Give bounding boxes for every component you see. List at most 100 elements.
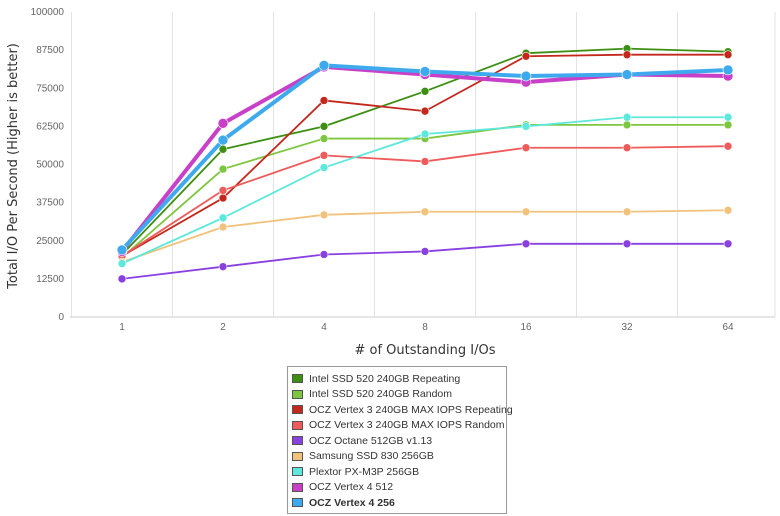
data-point[interactable] <box>420 207 430 217</box>
legend-item[interactable]: OCZ Octane 512GB v1.13 <box>292 433 506 449</box>
data-point[interactable] <box>218 262 228 271</box>
data-point[interactable] <box>621 69 633 80</box>
legend-swatch <box>292 389 303 399</box>
legend-label: OCZ Octane 512GB v1.13 <box>309 434 433 447</box>
data-point[interactable] <box>319 96 329 105</box>
legend-item[interactable]: Intel SSD 520 240GB Repeating <box>292 371 506 387</box>
data-point[interactable] <box>521 51 531 61</box>
data-point[interactable] <box>622 143 632 153</box>
data-point[interactable] <box>420 106 430 116</box>
series-5 <box>117 239 733 284</box>
data-point[interactable] <box>723 50 733 60</box>
legend-label: Intel SSD 520 240GB Repeating <box>309 372 461 385</box>
y-tick-label: 62500 <box>36 121 64 132</box>
y-tick-label: 25000 <box>36 236 64 247</box>
x-tick-label: 16 <box>520 322 532 333</box>
gridlines <box>70 12 776 318</box>
series-9 <box>116 60 734 256</box>
legend-label: Plextor PX-M3P 256GB <box>309 465 420 478</box>
legend-item[interactable]: OCZ Vertex 4 512 <box>292 480 506 496</box>
data-point[interactable] <box>318 60 330 71</box>
y-tick-label: 50000 <box>36 160 64 171</box>
data-point[interactable] <box>218 144 228 154</box>
legend-item[interactable]: OCZ Vertex 3 240GB MAX IOPS Repeating <box>292 402 513 418</box>
data-point[interactable] <box>521 122 531 131</box>
data-point[interactable] <box>218 213 228 223</box>
legend-item[interactable]: Plextor PX-M3P 256GB <box>292 464 506 480</box>
data-point[interactable] <box>217 134 229 146</box>
data-point[interactable] <box>217 118 229 129</box>
data-point[interactable] <box>218 186 228 195</box>
legend-label: OCZ Vertex 3 240GB MAX IOPS Repeating <box>309 403 513 416</box>
legend-label: OCZ Vertex 3 240GB MAX IOPS Random <box>309 419 505 432</box>
data-point[interactable] <box>319 250 329 259</box>
data-point[interactable] <box>723 205 733 215</box>
legend-swatch <box>292 374 303 384</box>
x-axis-label: # of Outstanding I/Os <box>354 343 495 358</box>
data-point[interactable] <box>420 157 430 166</box>
data-point[interactable] <box>521 239 531 249</box>
y-tick-label: 87500 <box>36 45 64 56</box>
data-point[interactable] <box>622 239 632 249</box>
legend-label: OCZ Vertex 4 512 <box>309 481 394 494</box>
legend-label: Samsung SSD 830 256GB <box>309 450 434 463</box>
data-point[interactable] <box>420 129 430 139</box>
data-point[interactable] <box>218 193 228 203</box>
y-tick-label: 12500 <box>36 274 64 285</box>
series-6 <box>117 205 733 267</box>
data-point[interactable] <box>723 239 733 249</box>
data-point[interactable] <box>420 87 430 96</box>
legend-label: OCZ Vertex 4 256 <box>309 496 395 509</box>
data-point[interactable] <box>520 70 532 82</box>
data-point[interactable] <box>723 120 733 130</box>
series-lines <box>116 44 734 284</box>
data-point[interactable] <box>319 134 329 143</box>
data-point[interactable] <box>622 112 632 122</box>
data-point[interactable] <box>420 247 430 256</box>
data-point[interactable] <box>622 50 632 60</box>
legend-swatch <box>292 451 303 461</box>
data-point[interactable] <box>622 120 632 130</box>
data-point[interactable] <box>622 207 632 217</box>
legend-label: Intel SSD 520 240GB Random <box>309 388 453 401</box>
data-point[interactable] <box>722 64 734 76</box>
x-tick-label: 1 <box>119 322 125 333</box>
x-axis-ticks: 1 2 4 8 16 32 64 <box>119 322 734 333</box>
y-tick-label: 37500 <box>36 198 64 209</box>
data-point[interactable] <box>116 244 128 256</box>
data-point[interactable] <box>723 112 733 122</box>
data-point[interactable] <box>521 207 531 217</box>
legend-item[interactable]: Samsung SSD 830 256GB <box>292 449 506 465</box>
y-tick-label: 100000 <box>31 7 65 18</box>
y-axis-ticks: 0 12500 25000 37500 50000 62500 75000 87500 1000… <box>31 7 65 323</box>
legend-item[interactable]: OCZ Vertex 3 240GB MAX IOPS Random <box>292 418 506 434</box>
x-tick-label: 64 <box>722 322 734 333</box>
data-point[interactable] <box>319 163 329 172</box>
data-point[interactable] <box>723 141 733 151</box>
data-point[interactable] <box>319 122 329 131</box>
legend-item[interactable]: Intel SSD 520 240GB Random <box>292 387 506 403</box>
x-tick-label: 32 <box>621 322 633 333</box>
data-point[interactable] <box>117 259 127 268</box>
data-point[interactable] <box>319 210 329 220</box>
legend-swatch <box>292 482 303 492</box>
legend-swatch <box>292 420 303 430</box>
y-tick-label: 0 <box>58 312 64 323</box>
legend-item[interactable]: OCZ Vertex 4 256 <box>292 495 506 511</box>
x-tick-label: 4 <box>321 322 327 333</box>
data-point[interactable] <box>117 274 127 284</box>
data-point[interactable] <box>521 143 531 153</box>
data-point[interactable] <box>319 151 329 160</box>
data-point[interactable] <box>218 222 228 232</box>
x-tick-label: 2 <box>220 322 226 333</box>
chart-legend: Intel SSD 520 240GB Repeating Intel SSD 5… <box>287 366 513 514</box>
data-point[interactable] <box>218 164 228 174</box>
legend-swatch <box>292 405 303 415</box>
series-4 <box>117 141 733 261</box>
x-tick-label: 8 <box>422 322 428 333</box>
y-tick-label: 75000 <box>36 83 64 94</box>
legend-swatch <box>292 498 303 508</box>
data-point[interactable] <box>419 66 431 77</box>
legend-swatch <box>292 467 303 477</box>
